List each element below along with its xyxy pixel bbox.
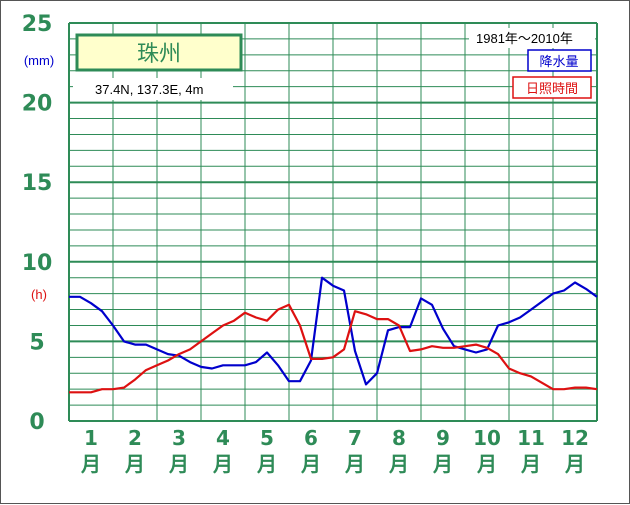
- x-tick-label-suffix: 月: [124, 452, 145, 476]
- x-tick-label: 4: [216, 426, 230, 450]
- x-tick-label: 7: [348, 426, 362, 450]
- x-tick-label: 8: [392, 426, 406, 450]
- x-tick-label-suffix: 月: [388, 452, 409, 476]
- y-axis-ticks: 0 5 10 15 20 25: [22, 12, 53, 435]
- period-label: 1981年～2010年: [476, 31, 573, 46]
- y-tick-label: 20: [22, 92, 53, 117]
- coords-box: 37.4N, 137.3E, 4m: [73, 78, 233, 100]
- x-tick-label-suffix: 月: [168, 452, 189, 476]
- y-tick-label: 0: [29, 410, 44, 435]
- x-tick-label: 5: [260, 426, 274, 450]
- station-name: 珠州: [137, 42, 181, 67]
- y-tick-label: 5: [29, 330, 44, 355]
- x-tick-label-suffix: 月: [256, 452, 277, 476]
- series-line-sunshine: [69, 303, 598, 394]
- x-tick-label: 2: [128, 426, 142, 450]
- x-tick-label: 12: [561, 426, 589, 450]
- legend-precip-box: [527, 49, 592, 72]
- x-tick-label-suffix: 月: [520, 452, 541, 476]
- legend: 1981年～2010年 降水量 日照時間: [469, 28, 595, 99]
- y-tick-label: 25: [22, 12, 53, 37]
- station-title-box: 珠州: [75, 33, 243, 72]
- x-tick-label: 1: [84, 426, 98, 450]
- x-tick-label: 10: [473, 426, 501, 450]
- x-tick-label-suffix: 月: [432, 452, 453, 476]
- legend-sunshine-label: 日照時間: [526, 82, 578, 97]
- x-tick-label-suffix: 月: [80, 452, 101, 476]
- grid-lines: [68, 22, 598, 422]
- legend-sunshine-box: [512, 76, 592, 99]
- y-unit-hours: (h): [31, 287, 47, 302]
- x-tick-label: 9: [436, 426, 450, 450]
- y-unit-mm: (mm): [24, 53, 54, 68]
- legend-precip-label: 降水量: [539, 55, 578, 70]
- series-line-precipitation: [69, 276, 598, 386]
- x-tick-label: 11: [517, 426, 545, 450]
- x-tick-label-suffix: 月: [344, 452, 365, 476]
- x-tick-label-suffix: 月: [476, 452, 497, 476]
- x-tick-label-suffix: 月: [564, 452, 585, 476]
- y-tick-label: 15: [22, 171, 53, 196]
- station-coords: 37.4N, 137.3E, 4m: [95, 82, 203, 97]
- y-tick-label: 10: [22, 251, 53, 276]
- x-tick-label: 6: [304, 426, 318, 450]
- x-tick-label-suffix: 月: [212, 452, 233, 476]
- x-tick-label-suffix: 月: [300, 452, 321, 476]
- x-tick-label: 3: [172, 426, 186, 450]
